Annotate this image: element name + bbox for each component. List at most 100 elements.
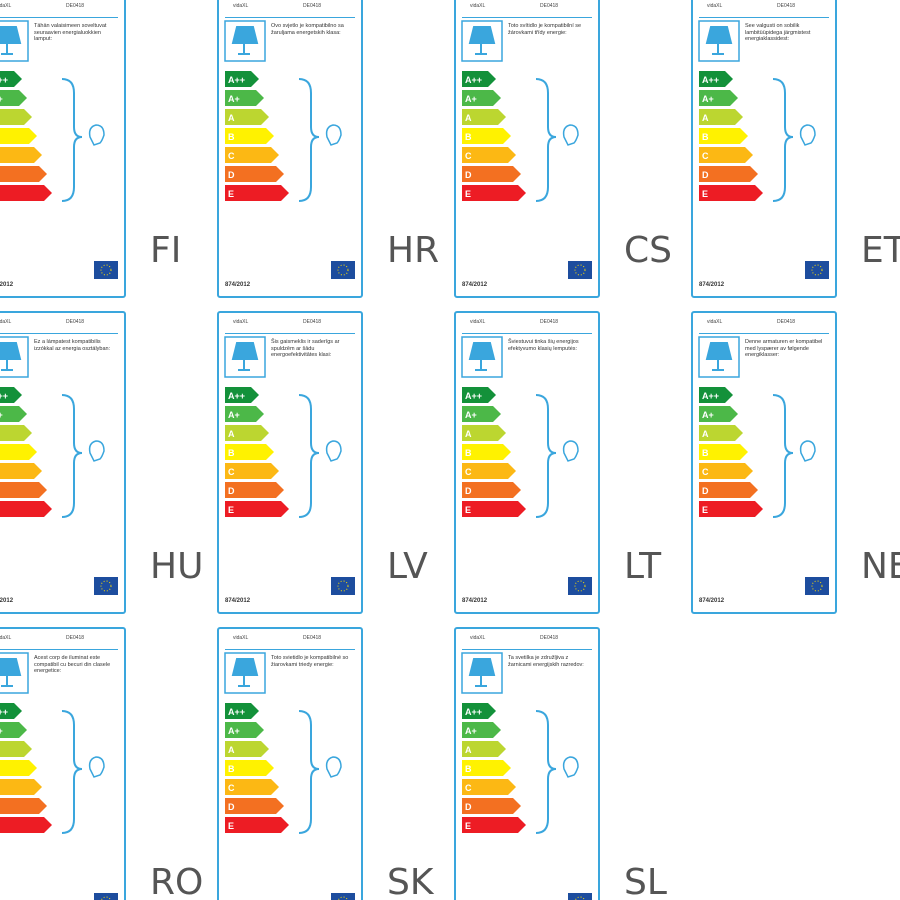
class-arrow: [0, 425, 32, 441]
eu-stars: [574, 264, 586, 276]
class-label: C: [228, 783, 235, 793]
language-code: NE: [861, 546, 900, 587]
brand: vidaXL: [470, 319, 486, 325]
eu-stars: [811, 580, 823, 592]
class-arrow: [0, 817, 52, 833]
class-arrow: [699, 501, 763, 517]
description: Toto svítidlo je kompatibilní se žárovka…: [508, 23, 582, 36]
language-code: RO: [150, 862, 204, 900]
class-arrow: [462, 798, 521, 814]
language-code: ET: [861, 230, 900, 271]
lamp-box: [0, 20, 29, 62]
class-arrow: [225, 817, 289, 833]
class-label: D: [465, 802, 472, 812]
class-arrow: [0, 387, 22, 403]
eu-flag: [568, 261, 592, 279]
class-arrow: [225, 406, 264, 422]
class-label: E: [702, 189, 708, 199]
class-arrow: [462, 817, 526, 833]
class-label: B: [702, 132, 709, 142]
class-arrow: [462, 501, 526, 517]
class-label: A+: [465, 410, 477, 420]
class-label: A+: [465, 726, 477, 736]
class-arrow: [462, 406, 501, 422]
bulb-icon: [88, 440, 105, 462]
class-arrow: [462, 109, 506, 125]
model: DE0418: [66, 3, 85, 9]
class-label: E: [465, 505, 471, 515]
class-label: A++: [465, 707, 482, 717]
eu-stars: [337, 580, 349, 592]
eu-flag: [94, 577, 118, 595]
class-label: A++: [228, 707, 245, 717]
class-label: A+: [702, 410, 714, 420]
class-label: E: [702, 505, 708, 515]
eu-flag: [568, 577, 592, 595]
language-code: LV: [387, 546, 428, 587]
class-arrow: [0, 463, 42, 479]
lamp-icon: [468, 26, 496, 55]
class-arrow: [225, 90, 264, 106]
class-label: E: [228, 505, 234, 515]
class-arrow: [225, 798, 284, 814]
class-label: B: [702, 448, 709, 458]
class-label: E: [465, 189, 471, 199]
bulb-icon: [88, 756, 105, 778]
lamp-icon: [468, 658, 496, 687]
brand: vidaXL: [233, 3, 249, 9]
bulb-icon: [88, 124, 105, 146]
class-label: A+: [465, 94, 477, 104]
language-code: SK: [387, 862, 434, 900]
class-label: A++: [702, 391, 719, 401]
eu-flag: [805, 577, 829, 595]
class-label: A: [228, 745, 235, 755]
bracket: [535, 78, 557, 202]
class-label: B: [465, 448, 472, 458]
language-code: LT: [624, 546, 662, 587]
lamp-box: [698, 20, 740, 62]
class-arrow: [462, 166, 521, 182]
regulation: 874/2012: [225, 282, 251, 288]
energy-label: vidaXL DE0418 A++ A+ A B C D E Toto svietidlo je …: [217, 627, 363, 900]
description: Denne armaturen er kompatibel med lyspær…: [745, 339, 823, 358]
model: DE0418: [540, 3, 559, 9]
header-line: [225, 333, 355, 334]
class-arrow: [0, 406, 27, 422]
header-line: [225, 649, 355, 650]
class-arrow: [699, 406, 738, 422]
eu-stars: [100, 264, 112, 276]
energy-label: vidaXL DE0418 A++ A+ A B C D E Šviestuvui tinka š…: [454, 311, 600, 614]
class-label: E: [228, 821, 234, 831]
lamp-icon: [231, 342, 259, 371]
class-label: D: [702, 170, 709, 180]
regulation: 874/2012: [0, 282, 14, 288]
language-code: FI: [150, 230, 182, 271]
class-arrow: [699, 166, 758, 182]
class-arrow: [225, 166, 284, 182]
eu-stars: [337, 264, 349, 276]
class-arrow: [225, 425, 269, 441]
header-line: [462, 333, 592, 334]
brand: vidaXL: [0, 3, 12, 9]
lamp-icon: [705, 26, 733, 55]
class-label: A++: [702, 75, 719, 85]
class-label: A+: [0, 410, 3, 420]
class-label: A: [465, 113, 472, 123]
eu-flag: [94, 893, 118, 900]
class-arrow: [699, 128, 748, 144]
description: Ez a lámpatest kompatibilis izzókkal az …: [34, 339, 111, 352]
model: DE0418: [303, 635, 322, 641]
regulation: 874/2012: [462, 598, 488, 604]
model: DE0418: [540, 319, 559, 325]
class-label: D: [465, 486, 472, 496]
energy-label: vidaXL DE0418 A++ A+ A B C D E Šis gaismeklis ir …: [217, 311, 363, 614]
bracket: [772, 78, 794, 202]
regulation: 874/2012: [0, 598, 14, 604]
